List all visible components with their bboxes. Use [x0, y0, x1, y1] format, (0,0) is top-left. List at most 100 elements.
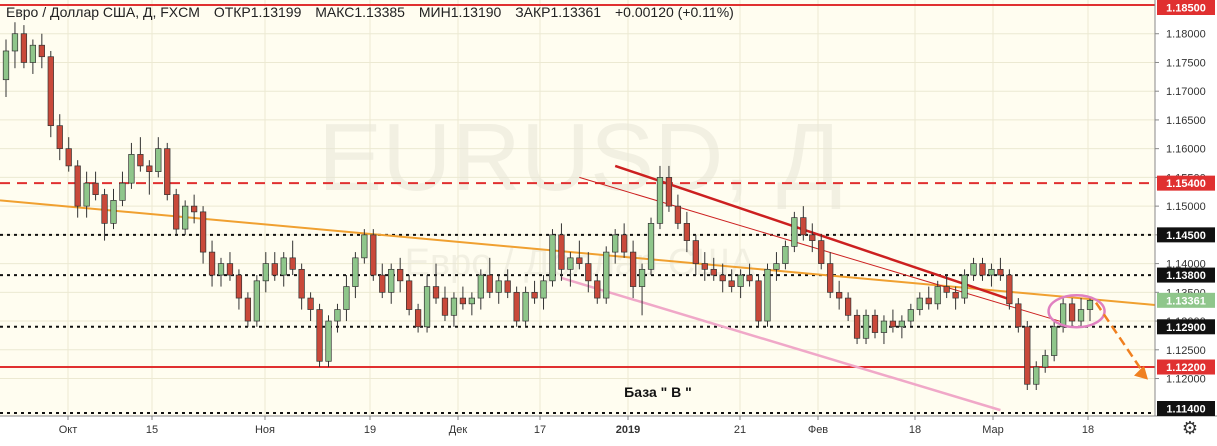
forecast-arrow-head [1134, 365, 1148, 380]
candle-body-down [558, 234, 565, 270]
candle-body-up [647, 223, 655, 270]
candle-body-down [47, 56, 54, 127]
candle-body-down [208, 251, 216, 276]
candle-body-down [137, 154, 144, 167]
level-label-box [1157, 359, 1215, 375]
candle-body-up [2, 50, 10, 81]
candle-body-down [755, 280, 762, 322]
forecast-arrow-line [1094, 301, 1146, 375]
symbol-title[interactable]: Евро / Доллар США, Д, FXCM [6, 4, 200, 20]
candle-body-down [307, 297, 314, 310]
time-tick-label: Фев [808, 424, 828, 436]
candle-body-up [737, 274, 744, 287]
candle-body-up [262, 263, 269, 282]
time-tick-label: 19 [364, 424, 376, 436]
time-tick-label: 18 [909, 424, 921, 436]
low-value: МИН1.13190 [418, 4, 502, 20]
candle-body-down [585, 263, 592, 282]
last-price-label-box [1157, 292, 1215, 308]
candle-body-up [1033, 366, 1040, 385]
candle-body-up [907, 309, 914, 322]
open-value: ОТКР1.13199 [213, 4, 302, 20]
candle-body-down [701, 263, 708, 270]
candle-body-down [397, 268, 404, 282]
candle-body-down [665, 177, 673, 207]
candle-body-down [226, 263, 234, 276]
time-tick-label: 18 [1082, 424, 1094, 436]
candle-body-up [450, 297, 458, 316]
candle-body-up [83, 182, 90, 207]
time-tick-label: 15 [146, 424, 158, 436]
candle-body-up [916, 297, 923, 310]
price-levels [0, 4, 1155, 414]
candle-body-down [1006, 274, 1013, 305]
last-price-label: 1.13361 [1166, 295, 1206, 307]
candle-body-down [746, 274, 753, 282]
candle-body-down [979, 263, 986, 276]
candle-body-down [370, 234, 377, 276]
candle-body-up [880, 320, 888, 333]
highlight-circle [1047, 294, 1106, 329]
candle-body-up [782, 246, 789, 264]
candle-body-down [92, 182, 99, 195]
candle-body-up [898, 320, 905, 328]
price-tick-label: 1.15000 [1166, 201, 1206, 213]
candle-body-up [352, 257, 359, 287]
candle-body-up [343, 286, 350, 310]
level-label: 1.13800 [1166, 270, 1206, 282]
candle-body-down [191, 205, 198, 213]
candle-body-down [486, 274, 493, 293]
candle-body-down [997, 268, 1004, 276]
candle-body-down [459, 297, 467, 305]
candle-body-down [414, 309, 422, 328]
candle-body-up [522, 291, 529, 322]
candle-body-up [128, 154, 135, 184]
candle-body-down [844, 297, 852, 316]
level-label-box [1157, 401, 1215, 416]
candle-body-down [38, 44, 45, 58]
annotation-text: База " В " [624, 384, 692, 400]
candle-body-up [155, 148, 162, 172]
time-axis[interactable]: Окт 15 Ноя 19 Дек 17 2019 21 Фев 18 Мар 18 [59, 416, 1094, 436]
candle-body-up [253, 280, 260, 322]
time-tick-label: 17 [534, 424, 546, 436]
candles [2, 22, 1094, 391]
price-tick-label: 1.12500 [1166, 345, 1206, 357]
candle-body-down [199, 211, 207, 253]
price-tick-label: 1.12000 [1166, 374, 1206, 386]
level-label: 1.12200 [1166, 362, 1206, 374]
candle-body-up [862, 314, 870, 339]
candle-body-down [406, 280, 413, 310]
level-label-box [1157, 267, 1215, 283]
candle-body-down [432, 286, 440, 299]
candle-body-down [441, 297, 449, 316]
candle-body-up [495, 280, 502, 293]
candle-body-up [549, 234, 556, 282]
change-value: +0.00120 (+0.11%) [615, 4, 734, 20]
level-label-box [1157, 319, 1215, 335]
candle-body-down [298, 268, 305, 299]
candle-body-down [173, 194, 180, 230]
candle-body-up [29, 44, 37, 63]
candle-body-down [925, 297, 932, 305]
candle-body-down [101, 194, 108, 224]
candle-body-down [728, 280, 735, 287]
time-tick-label: Дек [449, 424, 468, 436]
candle-body-down [56, 125, 63, 150]
level-label: 1.18500 [1166, 3, 1206, 15]
candle-body-down [379, 274, 386, 293]
candle-body-down [800, 217, 807, 236]
candle-body-up [540, 280, 547, 299]
drawings [1047, 294, 1148, 380]
candle-body-down [513, 291, 520, 322]
candle-body-up [423, 286, 431, 328]
candle-body-down [20, 33, 28, 63]
candle-body-down [271, 263, 278, 276]
candle-body-down [289, 257, 296, 270]
candle-body-up [988, 268, 995, 276]
settings-gear-icon[interactable]: ⚙ [1181, 418, 1199, 439]
candle-body-down [836, 291, 843, 299]
candle-body-up [468, 297, 475, 305]
candle-body-down [65, 148, 72, 167]
